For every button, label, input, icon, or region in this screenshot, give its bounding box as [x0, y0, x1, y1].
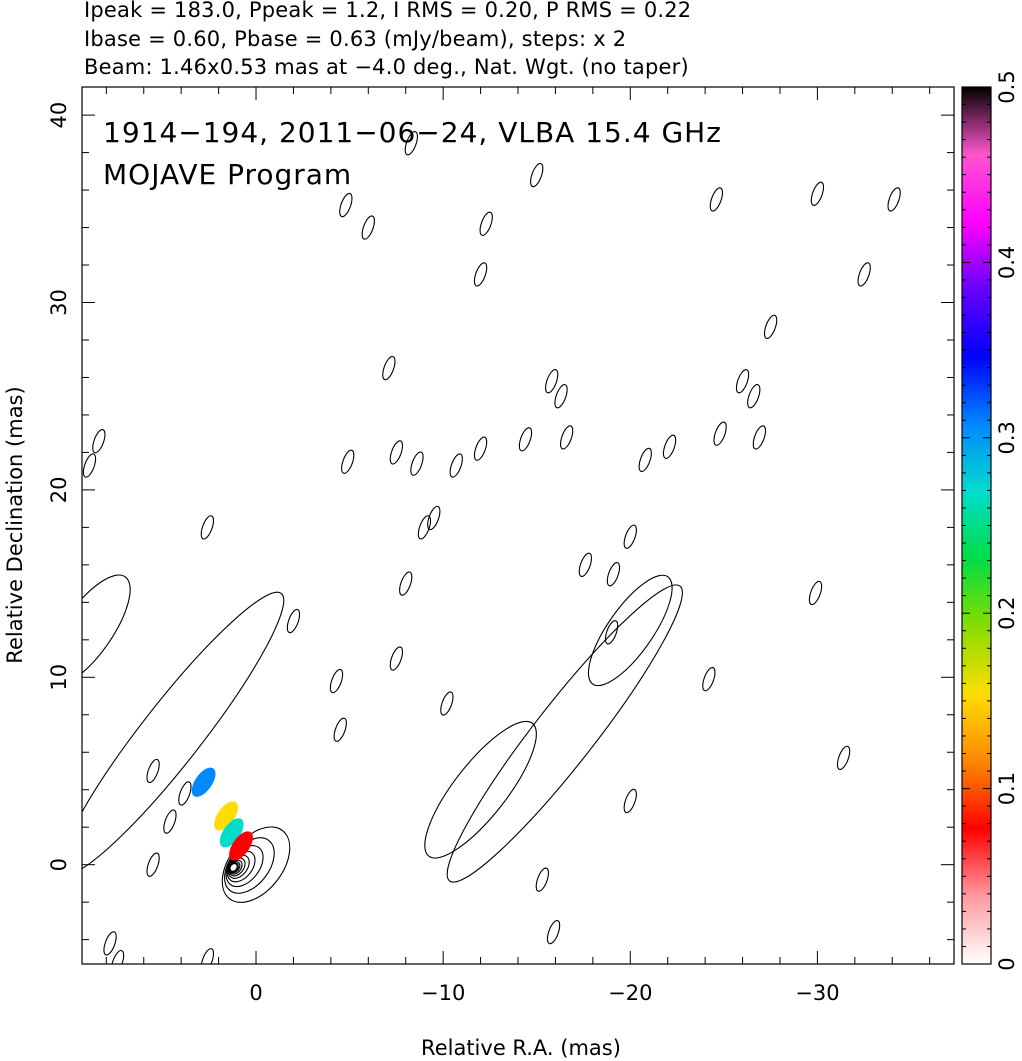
program-label: MOJAVE Program	[103, 158, 352, 191]
colorbar-tick-label: 0.3	[995, 421, 1019, 454]
noise-contour	[836, 745, 851, 771]
x-tick-label: −10	[421, 981, 465, 1005]
x-tick-label: 0	[249, 981, 262, 1005]
y-tick-label: 0	[47, 858, 71, 871]
y-axis-label: Relative Declination (mas)	[3, 386, 27, 663]
jet-contour	[587, 574, 673, 687]
axis-ticks: 0 −10 −20 −30 0 10 20 30 40	[47, 87, 954, 1005]
noise-contour	[382, 355, 396, 381]
noise-contour	[404, 131, 419, 156]
noise-contour	[163, 809, 177, 834]
header-line-3: Beam: 1.46x0.53 mas at −4.0 deg., Nat. W…	[84, 55, 689, 79]
noise-contour	[702, 667, 716, 692]
jet-contour	[82, 574, 131, 687]
colorbar-tick-label: 0.4	[995, 246, 1019, 279]
header-line-2: Ibase = 0.60, Pbase = 0.63 (mJy/beam), s…	[84, 27, 627, 51]
polarization-blob	[229, 831, 253, 861]
noise-contour	[82, 453, 97, 478]
noise-contour	[713, 421, 727, 446]
noise-contour	[518, 427, 533, 452]
colorbar-tick-label: 0.2	[995, 596, 1019, 629]
noise-contour	[559, 425, 574, 450]
noise-contour	[110, 949, 125, 964]
noise-contour	[473, 262, 488, 287]
noise-contour	[389, 646, 404, 671]
noise-contour	[339, 192, 353, 218]
polarization-blob	[219, 818, 244, 848]
noise-contour	[662, 434, 677, 459]
noise-contour	[747, 384, 761, 409]
noise-contour	[578, 552, 593, 578]
colorbar-gradient	[961, 86, 992, 965]
noise-contour	[286, 608, 301, 634]
noise-contour	[887, 187, 901, 212]
source-label: 1914−194, 2011−06−24, VLBA 15.4 GHz	[103, 116, 722, 149]
polarization-blob	[214, 801, 238, 831]
noise-contour	[146, 852, 160, 877]
noise-contour	[857, 262, 871, 287]
noise-contour	[546, 919, 561, 945]
colorbar-tick-label: 0.5	[995, 70, 1019, 103]
noise-contour	[604, 620, 619, 645]
jet-contour	[82, 591, 285, 876]
noise-contour	[178, 781, 192, 806]
noise-contour	[623, 524, 637, 549]
noise-contour	[389, 440, 404, 465]
x-tick-label: −30	[795, 981, 839, 1005]
jet-contour	[424, 720, 537, 859]
noise-contour	[606, 562, 621, 587]
x-axis-label: Relative R.A. (mas)	[421, 1036, 621, 1060]
colorbar: 0 0.1 0.2 0.3 0.4 0.5	[961, 70, 1019, 971]
noise-contour	[545, 369, 559, 394]
noise-contour	[440, 691, 454, 716]
noise-contour	[638, 447, 652, 473]
noise-contour	[417, 515, 432, 540]
noise-contour	[92, 429, 106, 454]
noise-contour	[361, 215, 375, 240]
colorbar-tick-label: 0.1	[995, 772, 1019, 805]
core-contour	[229, 863, 238, 872]
noise-contour	[530, 162, 544, 188]
header-line-1: Ipeak = 183.0, Ppeak = 1.2, I RMS = 0.20…	[84, 0, 692, 22]
noise-contour	[623, 788, 637, 814]
noise-contour	[449, 453, 463, 478]
core-contour	[227, 854, 250, 879]
noise-contour	[735, 369, 750, 394]
noise-contour	[535, 867, 549, 892]
noise-contour	[554, 384, 568, 409]
noise-contour	[427, 505, 441, 531]
y-tick-label: 10	[47, 664, 71, 691]
noise-contour	[333, 717, 347, 742]
x-tick-label: −20	[608, 981, 652, 1005]
noise-contour	[341, 449, 355, 474]
noise-contour	[473, 436, 488, 461]
y-tick-label: 40	[47, 102, 71, 129]
noise-contour	[200, 948, 215, 964]
polarization-blob	[191, 767, 216, 797]
map-layer	[82, 131, 901, 964]
noise-contour	[103, 931, 117, 956]
noise-contour	[399, 571, 413, 596]
y-tick-label: 20	[47, 477, 71, 504]
noise-contour	[200, 515, 215, 540]
noise-contour	[146, 758, 160, 784]
noise-contour	[329, 668, 344, 694]
noise-contour	[709, 187, 724, 212]
noise-contour	[752, 425, 767, 450]
noise-contour	[808, 580, 823, 606]
noise-contour	[810, 181, 825, 206]
noise-contour	[410, 451, 424, 476]
noise-contour	[763, 314, 778, 340]
noise-contour	[479, 211, 493, 236]
colorbar-tick-label: 0	[995, 957, 1019, 970]
y-tick-label: 30	[47, 289, 71, 316]
jet-contour	[446, 584, 683, 883]
